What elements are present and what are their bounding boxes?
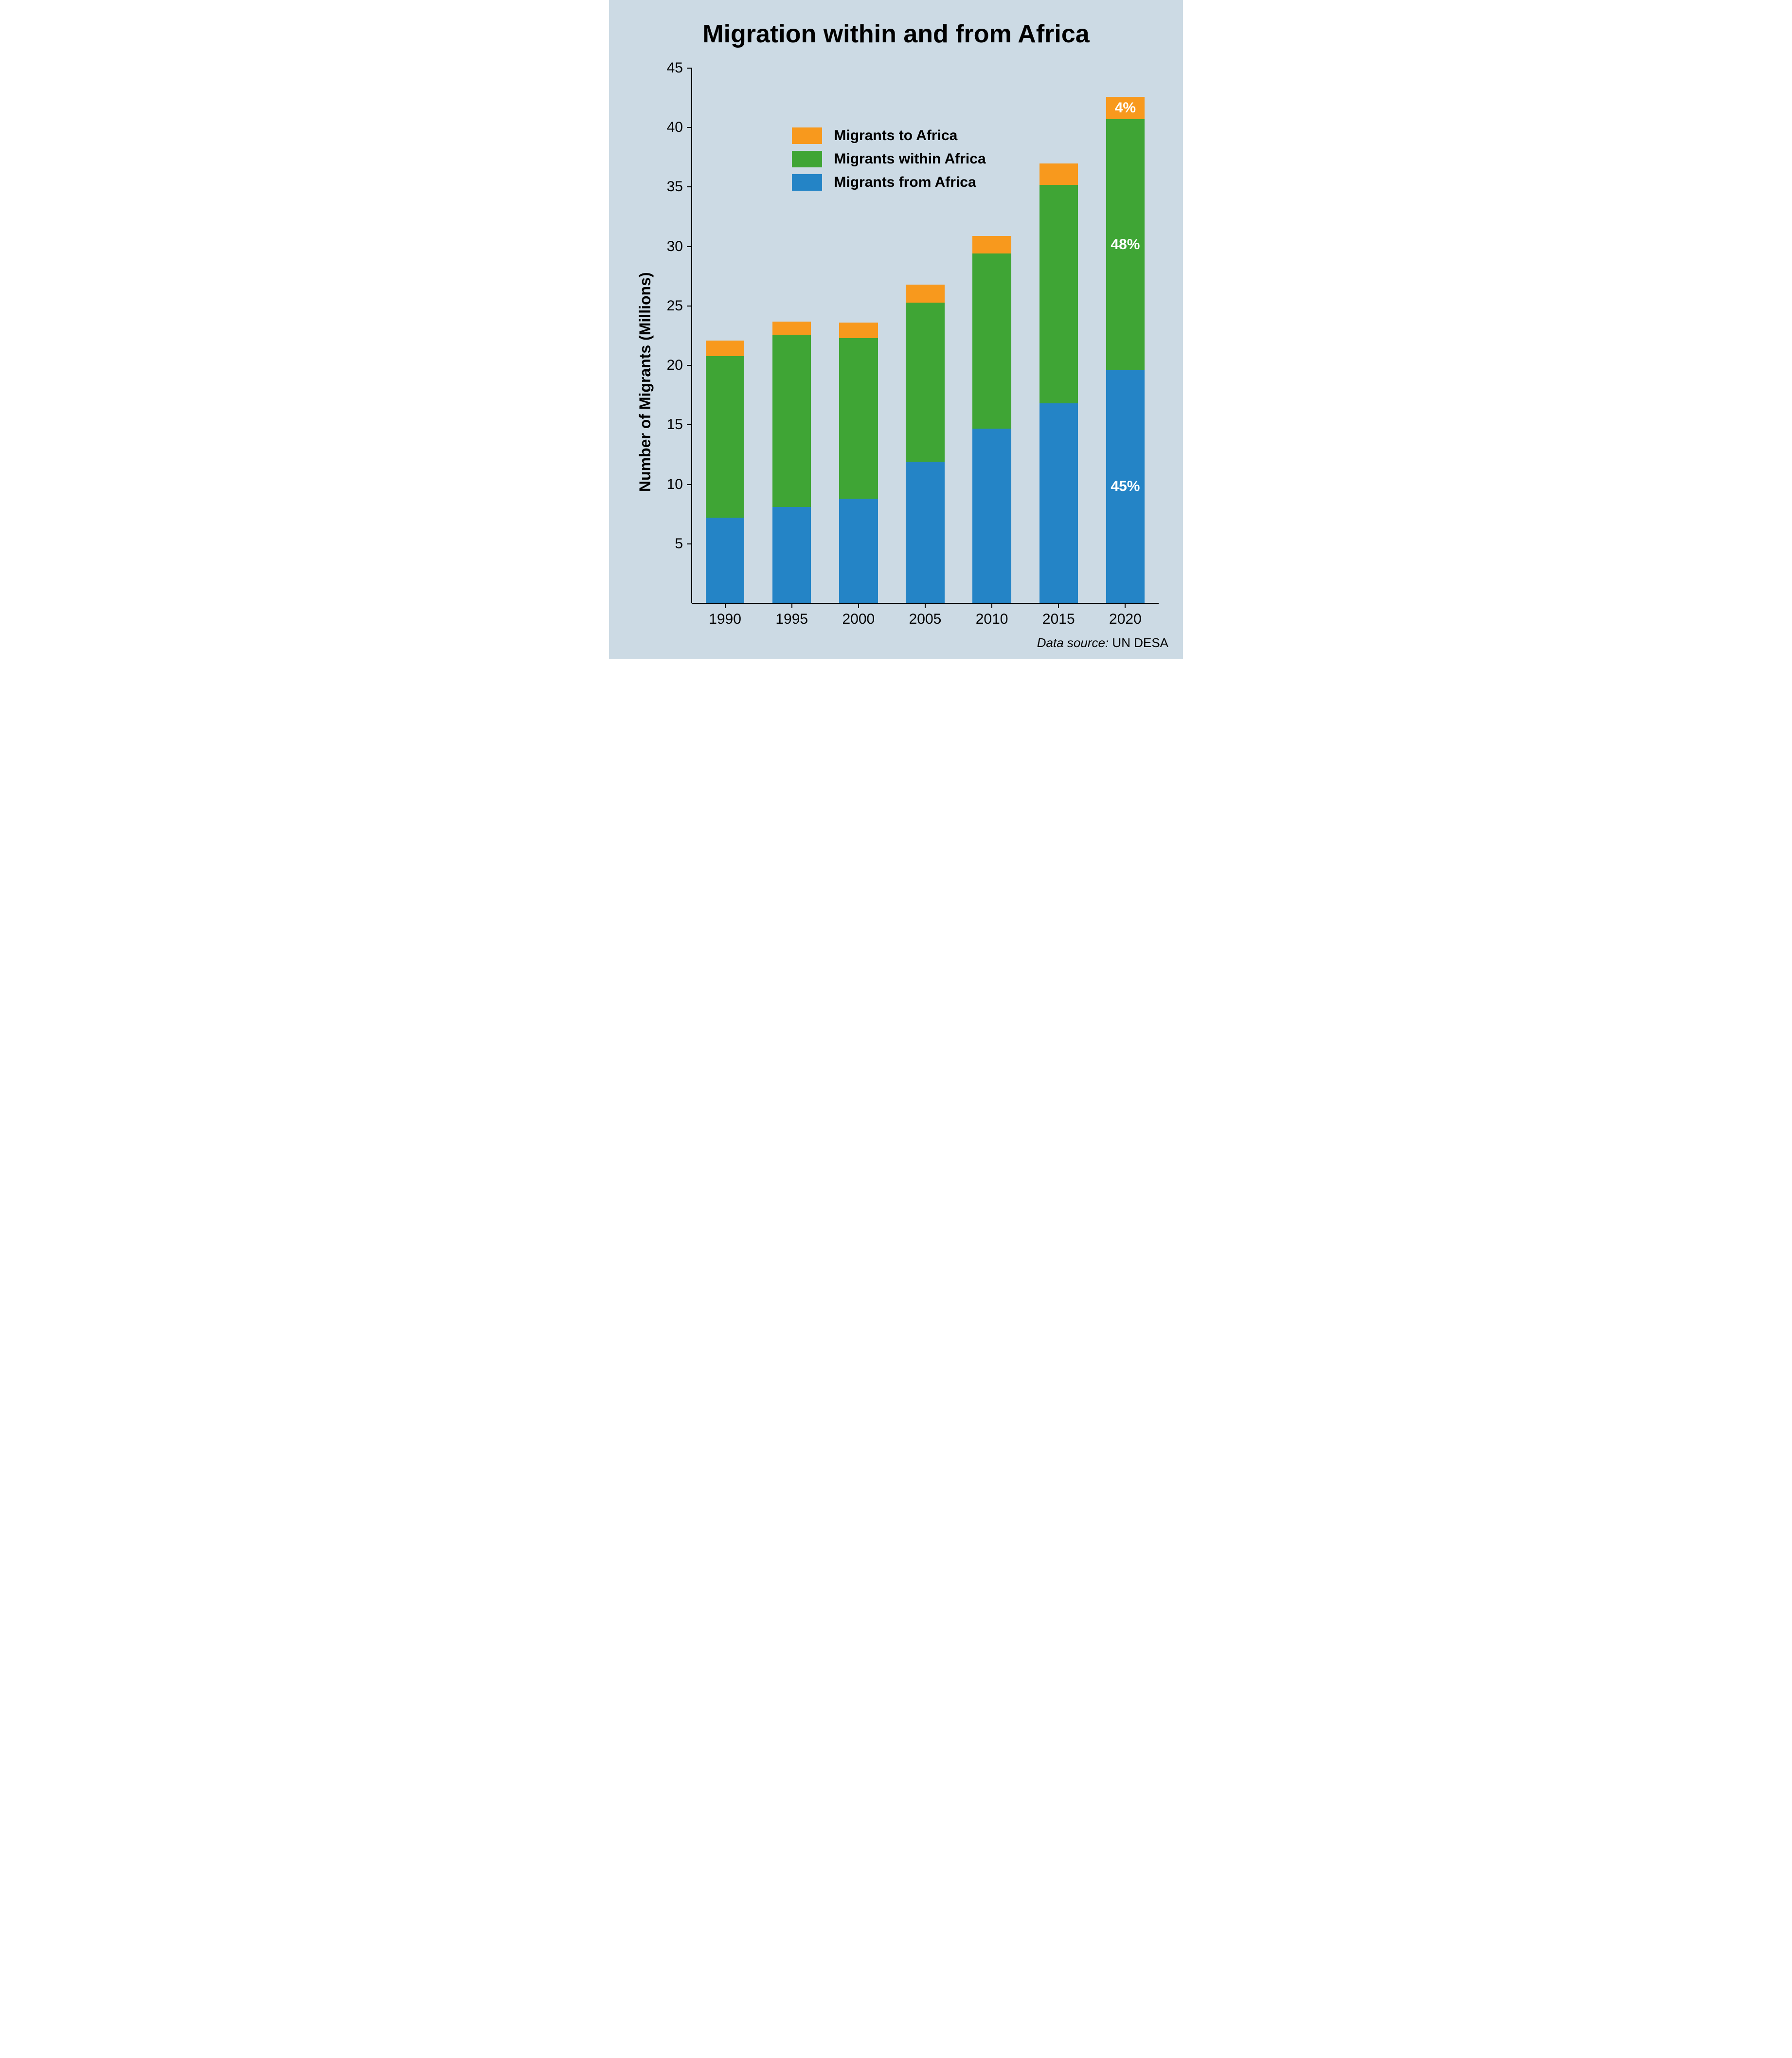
y-axis-line — [691, 68, 692, 603]
percent-label-from: 45% — [1111, 478, 1140, 495]
source-note: Data source: UN DESA — [1037, 635, 1168, 650]
bar-segment-from — [906, 462, 945, 603]
legend-swatch — [792, 174, 822, 191]
bar-segment-from — [839, 499, 878, 603]
legend-label: Migrants from Africa — [834, 174, 976, 191]
bar-segment-from — [772, 507, 811, 603]
bar-segment-to — [839, 323, 878, 338]
y-tick-mark — [687, 365, 692, 366]
bar-group: 2015 — [1039, 68, 1078, 603]
x-tick-label: 2020 — [1109, 603, 1142, 628]
percent-label-to: 4% — [1115, 100, 1136, 116]
y-tick-mark — [687, 484, 692, 485]
legend-label: Migrants within Africa — [834, 151, 986, 167]
bar-segment-to — [706, 341, 745, 356]
bar-segment-within — [972, 253, 1011, 428]
bar-segment-from — [972, 429, 1011, 603]
x-tick-label: 2005 — [909, 603, 942, 628]
y-tick-mark — [687, 186, 692, 187]
legend-item: Migrants to Africa — [792, 127, 986, 144]
x-tick-label: 2010 — [976, 603, 1008, 628]
x-tick-label: 2000 — [842, 603, 875, 628]
bar-segment-from — [706, 518, 745, 603]
y-axis-label: Number of Migrants (Millions) — [636, 272, 654, 492]
legend-item: Migrants within Africa — [792, 151, 986, 167]
legend-swatch — [792, 127, 822, 144]
bar-segment-within — [706, 356, 745, 518]
bar-segment-within — [839, 338, 878, 499]
bar-group: 202045%48%4% — [1106, 68, 1145, 603]
y-tick-mark — [687, 306, 692, 307]
bar-segment-from — [1039, 403, 1078, 603]
bar-segment-to — [1039, 163, 1078, 185]
legend-label: Migrants to Africa — [834, 127, 957, 144]
legend-swatch — [792, 151, 822, 167]
y-tick-mark — [687, 127, 692, 128]
y-tick-mark — [687, 68, 692, 69]
x-tick-label: 1995 — [775, 603, 808, 628]
x-tick-label: 1990 — [709, 603, 741, 628]
percent-label-within: 48% — [1111, 236, 1140, 253]
source-value: UN DESA — [1112, 635, 1168, 650]
legend: Migrants to Africa Migrants within Africa… — [792, 127, 986, 191]
bar-group: 1990 — [706, 68, 745, 603]
bar-segment-within — [1039, 185, 1078, 404]
legend-item: Migrants from Africa — [792, 174, 986, 191]
y-tick-mark — [687, 424, 692, 425]
bar-segment-to — [906, 285, 945, 303]
y-tick-mark — [687, 543, 692, 544]
bar-segment-within — [906, 303, 945, 462]
chart-title: Migration within and from Africa — [609, 19, 1183, 49]
source-label: Data source: — [1037, 635, 1109, 650]
bar-segment-within — [772, 335, 811, 507]
chart-container: Migration within and from Africa Number … — [609, 0, 1183, 659]
bar-segment-to — [772, 322, 811, 335]
x-tick-label: 2015 — [1042, 603, 1075, 628]
y-tick-mark — [687, 246, 692, 247]
bar-segment-to — [972, 236, 1011, 254]
